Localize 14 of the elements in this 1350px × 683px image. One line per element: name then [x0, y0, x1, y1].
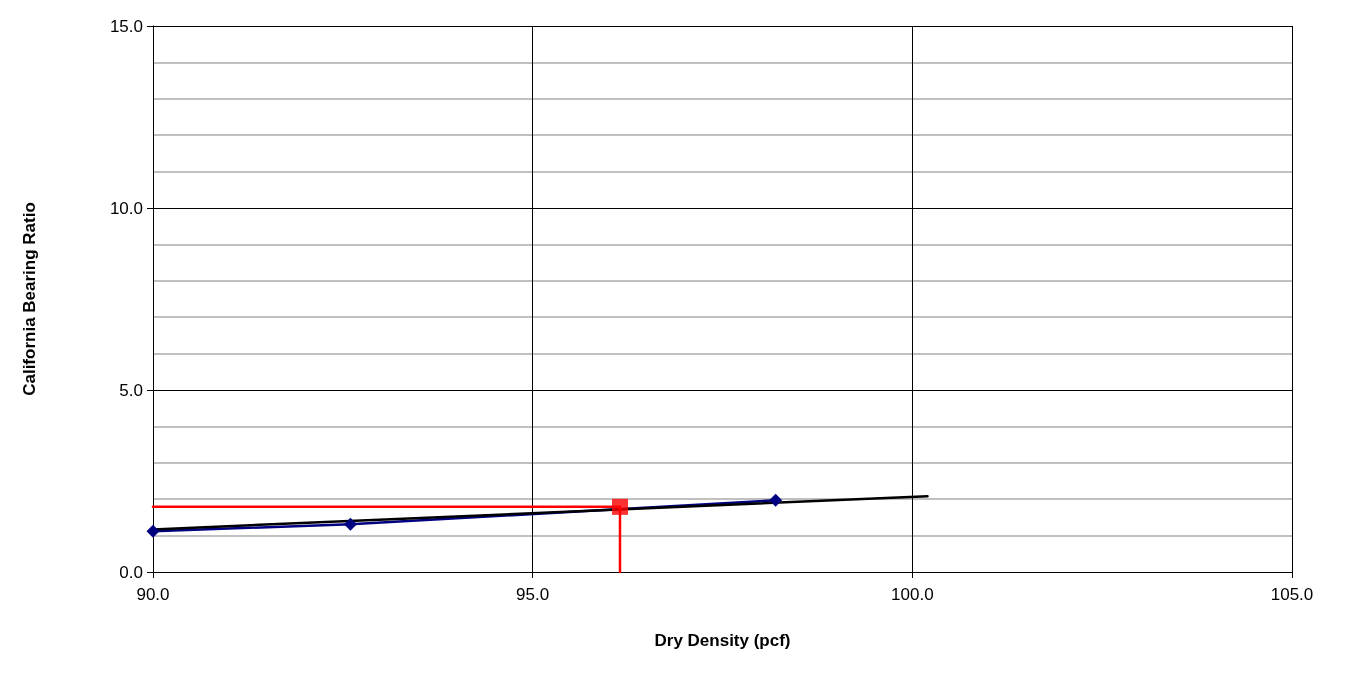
y-tick-label: 15.0 — [109, 16, 143, 36]
point — [769, 493, 783, 507]
y-axis-title: California Bearing Ratio — [20, 202, 39, 396]
point — [611, 498, 628, 515]
x-axis-title: Dry Density (pcf) — [654, 631, 791, 650]
x-tick-label: 100.0 — [891, 585, 934, 604]
y-tick-label: 5.0 — [119, 380, 143, 400]
x-tick-label: 105.0 — [1270, 585, 1314, 604]
x-tick-label: 90.0 — [136, 585, 170, 604]
point — [146, 524, 160, 538]
y-tick-label: 0.0 — [119, 562, 143, 582]
y-tick-label: 10.0 — [109, 198, 143, 218]
point — [343, 517, 357, 531]
x-tick-label: 95.0 — [516, 585, 550, 604]
